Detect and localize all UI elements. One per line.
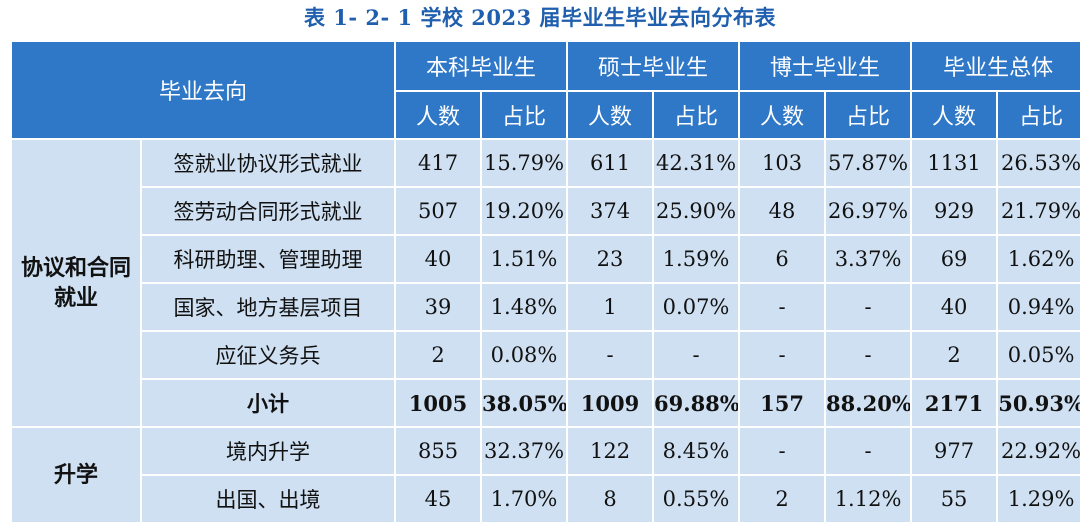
destination-label: 签劳动合同形式就业 [139,186,397,236]
table-title: 表 1- 2- 1 学校 2023 届毕业生毕业去向分布表 [303,5,777,30]
count-cell: 1005 [394,378,483,428]
table-row: 科研助理、管理助理 40 1.51% 23 1.59% 6 3.37% 69 1.62% [11,234,1080,284]
section-label: 升学 [10,426,142,524]
header-ratio: 占比 [824,90,913,140]
count-cell: 6 [738,234,827,284]
count-cell: 1 [566,282,655,332]
table-row: 升学 境内升学 855 32.37% 122 8.45% - -977 22.92% [10,426,1080,524]
header-corner: 毕业去向 [9,40,397,140]
count-cell: 40 [910,282,999,332]
table-row: 应征义务兵 2 0.08% - - - -2 0.05% [11,330,1080,380]
ratio-cell: 57.87% [824,138,913,188]
header-group-undergraduate: 本科毕业生 [394,40,569,92]
ratio-cell: 3.37% [824,234,913,284]
ratio-cell: 42.31% [652,138,741,188]
count-cell: 69 [910,234,999,284]
ratio-cell: 22.92% [996,426,1080,476]
count-cell: 8 [566,474,655,524]
count-cell: 1009 [566,378,655,428]
count-cell: 2 [910,330,999,380]
count-cell: 103 [738,138,827,188]
ratio-cell: - [824,426,913,476]
destination-label: 科研助理、管理助理 [139,234,397,284]
destination-label: 签就业协议形式就业 [139,138,397,188]
ratio-cell: 88.20% [824,378,913,428]
ratio-cell: 32.37% [480,426,569,476]
header-count: 人数 [738,90,827,140]
count-cell: - [566,330,655,380]
count-cell: 40 [394,234,483,284]
ratio-cell: 1.29% [996,474,1080,524]
count-cell: 2 [738,474,827,524]
header-group-doctor: 博士毕业生 [738,40,913,92]
table-row: 国家、地方基层项目 39 1.48% 1 0.07% - -40 0.94% [11,282,1080,332]
count-cell: 611 [566,138,655,188]
ratio-cell: 38.05% [480,378,569,428]
ratio-cell: - [824,330,913,380]
ratio-cell: 19.20% [480,186,569,236]
count-cell: - [738,330,827,380]
destination-label: 国家、地方基层项目 [139,282,397,332]
section-label: 协议和合同就业 [10,138,142,428]
count-cell: - [738,282,827,332]
subtotal-row: 小计 1005 38.05% 1009 69.88% 157 88.20% 2171 50.93… [11,378,1080,428]
header-group-overall: 毕业生总体 [910,40,1080,92]
header-ratio: 占比 [480,90,569,140]
table-row: 签劳动合同形式就业 507 19.20% 374 25.90% 48 26.97% 929 21… [11,186,1080,236]
count-cell: - [738,426,827,476]
ratio-cell: 8.45% [652,426,741,476]
header-ratio: 占比 [996,90,1080,140]
count-cell: 23 [566,234,655,284]
ratio-cell: - [824,282,913,332]
header-row-groups: 毕业去向 本科毕业生 硕士毕业生 博士毕业生 毕业生总体 [9,40,1080,140]
header-group-master: 硕士毕业生 [566,40,741,92]
count-cell: 2 [394,330,483,380]
ratio-cell: 0.55% [652,474,741,524]
ratio-cell: 1.48% [480,282,569,332]
ratio-cell: - [652,330,741,380]
ratio-cell: 1.70% [480,474,569,524]
count-cell: 977 [910,426,999,476]
table-row: 协议和合同就业 签就业协议形式就业 417 15.79% 611 42.31% 103 57.… [10,138,1080,428]
count-cell: 39 [394,282,483,332]
ratio-cell: 0.08% [480,330,569,380]
count-cell: 417 [394,138,483,188]
header-count: 人数 [910,90,999,140]
count-cell: 1131 [910,138,999,188]
ratio-cell: 1.51% [480,234,569,284]
ratio-cell: 50.93% [996,378,1080,428]
ratio-cell: 26.53% [996,138,1080,188]
ratio-cell: 0.94% [996,282,1080,332]
ratio-cell: 21.79% [996,186,1080,236]
ratio-cell: 1.59% [652,234,741,284]
destination-label: 出国、出境 [139,474,397,524]
header-row-sub: 人数 占比 人数 占比 人数 占比 人数 占比 [11,90,1080,140]
count-cell: 507 [394,186,483,236]
count-cell: 374 [566,186,655,236]
ratio-cell: 15.79% [480,138,569,188]
count-cell: 929 [910,186,999,236]
destination-table: 毕业去向 本科毕业生 硕士毕业生 博士毕业生 毕业生总体 人数 占比 人数 占比… [9,40,1080,524]
header-ratio: 占比 [652,90,741,140]
destination-label: 应征义务兵 [139,330,397,380]
table-row: 出国、出境 45 1.70% 8 0.55% 2 1.12% 55 1.29% [11,474,1080,524]
header-count: 人数 [566,90,655,140]
destination-label: 小计 [139,378,397,428]
ratio-cell: 1.12% [824,474,913,524]
ratio-cell: 0.07% [652,282,741,332]
count-cell: 157 [738,378,827,428]
header-count: 人数 [394,90,483,140]
count-cell: 855 [394,426,483,476]
ratio-cell: 69.88% [652,378,741,428]
count-cell: 122 [566,426,655,476]
count-cell: 48 [738,186,827,236]
count-cell: 2171 [910,378,999,428]
count-cell: 45 [394,474,483,524]
count-cell: 55 [910,474,999,524]
destination-label: 境内升学 [139,426,397,476]
ratio-cell: 26.97% [824,186,913,236]
ratio-cell: 25.90% [652,186,741,236]
ratio-cell: 1.62% [996,234,1080,284]
ratio-cell: 0.05% [996,330,1080,380]
